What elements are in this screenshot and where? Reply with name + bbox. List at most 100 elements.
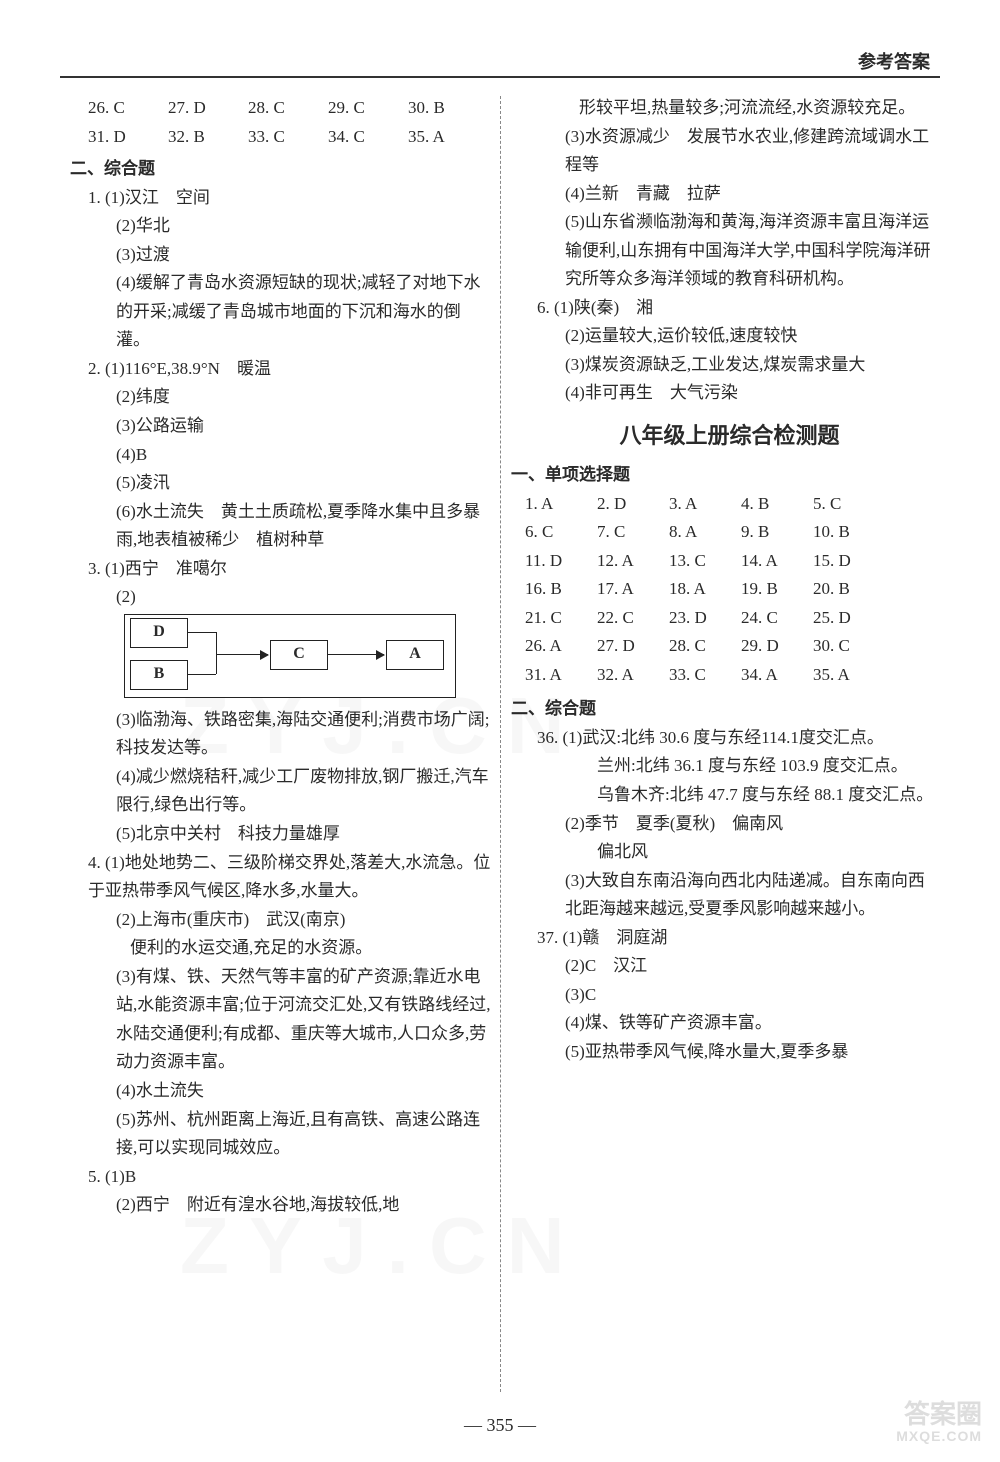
answer-line: (5)北京中关村 科技力量雄厚 <box>116 820 491 849</box>
answer-line: (3)煤炭资源缺乏,工业发达,煤炭需求量大 <box>565 351 940 380</box>
answer-line: 36. (1)武汉:北纬 30.6 度与东经114.1度交汇点。 <box>537 724 940 753</box>
answer-line: 1. (1)汉江 空间 <box>88 184 491 213</box>
mc-item: 33. C <box>248 123 328 152</box>
column-divider <box>500 96 501 1392</box>
mc-item: 2. D <box>597 490 669 519</box>
mc-item: 3. A <box>669 490 741 519</box>
section-title: 一、单项选择题 <box>511 461 940 490</box>
answer-line: (5)亚热带季风气候,降水量大,夏季多暴 <box>565 1038 940 1067</box>
mc-item: 35. A <box>408 123 488 152</box>
mc-item: 27. D <box>168 94 248 123</box>
page-number: — 355 — <box>0 1415 1000 1436</box>
mc-item: 31. D <box>88 123 168 152</box>
answer-line: (3)临渤海、铁路密集,海陆交通便利;消费市场广阔;科技发达等。 <box>116 706 491 763</box>
mc-item: 30. C <box>813 632 885 661</box>
mc-item: 24. C <box>741 604 813 633</box>
mc-item: 34. A <box>741 661 813 690</box>
mc-item: 17. A <box>597 575 669 604</box>
answer-line: (2)上海市(重庆市) 武汉(南京) <box>116 906 491 935</box>
mc-row: 1. A2. D3. A4. B5. C <box>525 490 940 519</box>
mc-item: 11. D <box>525 547 597 576</box>
mc-item: 33. C <box>669 661 741 690</box>
answer-line: 6. (1)陕(秦) 湘 <box>537 294 940 323</box>
header-divider <box>60 76 940 78</box>
answer-line: 3. (1)西宁 准噶尔 <box>88 555 491 584</box>
answer-line: 5. (1)B <box>88 1163 491 1192</box>
mc-row: 26. A27. D28. C29. D30. C <box>525 632 940 661</box>
answer-line: (3)过渡 <box>116 241 491 270</box>
mc-item: 29. C <box>328 94 408 123</box>
answer-line: (3)大致自东南沿海向西北内陆递减。自东南向西北距海越来越远,受夏季风影响越来越… <box>565 867 940 924</box>
answer-line: (5)苏州、杭州距离上海近,且有高铁、高速公路连接,可以实现同城效应。 <box>116 1106 491 1163</box>
mc-row: 11. D12. A13. C14. A15. D <box>525 547 940 576</box>
mc-item: 19. B <box>741 575 813 604</box>
mc-item: 6. C <box>525 518 597 547</box>
mc-row: 26. C 27. D 28. C 29. C 30. B <box>88 94 491 123</box>
mc-item: 8. A <box>669 518 741 547</box>
page-header-title: 参考答案 <box>858 48 930 74</box>
answer-line: (5)山东省濒临渤海和黄海,海洋资源丰富且海洋运输便利,山东拥有中国海洋大学,中… <box>565 208 940 294</box>
mc-item: 13. C <box>669 547 741 576</box>
mc-item: 26. A <box>525 632 597 661</box>
mc-item: 21. C <box>525 604 597 633</box>
mc-row: 16. B17. A18. A19. B20. B <box>525 575 940 604</box>
mc-item: 20. B <box>813 575 885 604</box>
answer-line: (4)减少燃烧秸秆,减少工厂废物排放,钢厂搬迁,汽车限行,绿色出行等。 <box>116 763 491 820</box>
answer-line: (2)季节 夏季(夏秋) 偏南风 <box>565 810 940 839</box>
mc-item: 5. C <box>813 490 885 519</box>
mc-item: 10. B <box>813 518 885 547</box>
diagram-frame <box>124 614 456 698</box>
mc-row: 6. C7. C8. A9. B10. B <box>525 518 940 547</box>
mc-item: 29. D <box>741 632 813 661</box>
mc-row: 31. D 32. B 33. C 34. C 35. A <box>88 123 491 152</box>
answer-line: 4. (1)地处地势二、三级阶梯交界处,落差大,水流急。位于亚热带季风气候区,降… <box>88 849 491 906</box>
mc-item: 12. A <box>597 547 669 576</box>
answer-line: (6)水土流失 黄土土质疏松,夏季降水集中且多暴雨,地表植被稀少 植树种草 <box>116 498 491 555</box>
answer-line: (3)C <box>565 981 940 1010</box>
mc-item: 35. A <box>813 661 885 690</box>
answer-line: 便利的水运交通,充足的水资源。 <box>130 934 491 963</box>
mc-item: 14. A <box>741 547 813 576</box>
mc-item: 28. C <box>669 632 741 661</box>
answer-line: 形较平坦,热量较多;河流流经,水资源较充足。 <box>579 94 940 123</box>
mc-item: 28. C <box>248 94 328 123</box>
answer-line: 2. (1)116°E,38.9°N 暖温 <box>88 355 491 384</box>
mc-item: 26. C <box>88 94 168 123</box>
section-title: 二、综合题 <box>511 695 940 724</box>
answer-line: (3)有煤、铁、天然气等丰富的矿产资源;靠近水电站,水能资源丰富;位于河流交汇处… <box>116 963 491 1077</box>
answer-line: 偏北风 <box>597 838 940 867</box>
badge-bottom: MXQE.COM <box>896 1429 982 1444</box>
mc-item: 30. B <box>408 94 488 123</box>
answer-line: (4)煤、铁等矿产资源丰富。 <box>565 1009 940 1038</box>
section-title: 二、综合题 <box>70 155 491 184</box>
answer-line: (3)水资源减少 发展节水农业,修建跨流域调水工程等 <box>565 123 940 180</box>
answer-line: (4)缓解了青岛水资源短缺的现状;减轻了对地下水的开采;减缓了青岛城市地面的下沉… <box>116 269 491 355</box>
answer-line: (4)B <box>116 441 491 470</box>
answer-line: (2)华北 <box>116 212 491 241</box>
unit-heading: 八年级上册综合检测题 <box>519 418 940 455</box>
answer-line: 37. (1)赣 洞庭湖 <box>537 924 940 953</box>
answer-line: (5)凌汛 <box>116 469 491 498</box>
mc-item: 23. D <box>669 604 741 633</box>
mc-item: 1. A <box>525 490 597 519</box>
answer-line: 乌鲁木齐:北纬 47.7 度与东经 88.1 度交汇点。 <box>597 781 940 810</box>
answer-line: (2)西宁 附近有湟水谷地,海拔较低,地 <box>116 1191 491 1220</box>
source-badge: 答案圈 MXQE.COM <box>896 1400 982 1444</box>
mc-item: 15. D <box>813 547 885 576</box>
mc-item: 9. B <box>741 518 813 547</box>
mc-item: 22. C <box>597 604 669 633</box>
badge-top: 答案圈 <box>904 1399 982 1429</box>
mc-item: 34. C <box>328 123 408 152</box>
answer-line: (2) <box>116 583 491 612</box>
mc-item: 32. B <box>168 123 248 152</box>
answer-line: (2)运量较大,运价较低,速度较快 <box>565 322 940 351</box>
flow-diagram: D B C A <box>124 614 491 702</box>
mc-item: 32. A <box>597 661 669 690</box>
answer-line: (2)纬度 <box>116 383 491 412</box>
mc-item: 16. B <box>525 575 597 604</box>
mc-item: 27. D <box>597 632 669 661</box>
mc-item: 25. D <box>813 604 885 633</box>
mc-item: 18. A <box>669 575 741 604</box>
answer-line: 兰州:北纬 36.1 度与东经 103.9 度交汇点。 <box>597 752 940 781</box>
mc-row: 31. A32. A33. C34. A35. A <box>525 661 940 690</box>
